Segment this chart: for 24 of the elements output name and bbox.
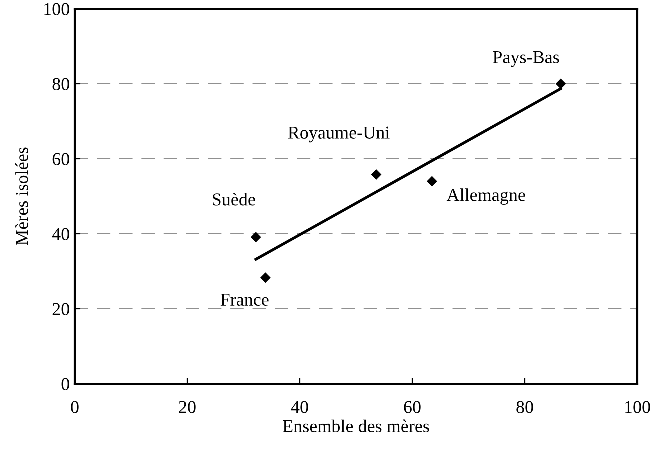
y-tick-label: 100 xyxy=(44,3,70,16)
x-tick-label: 0 xyxy=(71,401,79,414)
y-axis-title: Mères isolées xyxy=(16,148,28,246)
x-axis-title: Ensemble des mères xyxy=(283,420,430,433)
y-tick-label: 20 xyxy=(52,303,70,316)
y-tick-label: 40 xyxy=(52,228,70,240)
annotation: Royaume-Uni xyxy=(288,126,390,143)
point xyxy=(371,170,382,180)
x-tick-label: 80 xyxy=(516,401,534,414)
point xyxy=(426,176,438,187)
annotation: France xyxy=(220,294,269,306)
x-tick-label: 40 xyxy=(291,401,308,414)
x-tick-label: 20 xyxy=(179,401,196,414)
x-tick-label: 60 xyxy=(404,401,421,414)
annotation: Allemagne xyxy=(446,188,526,205)
x-tick-label: 100 xyxy=(626,401,650,414)
y-tick-label: 0 xyxy=(62,378,70,390)
point xyxy=(556,78,566,90)
y-tick-label: 80 xyxy=(52,78,70,90)
annotation: Pays-Bas xyxy=(493,51,560,68)
annotation: Suède xyxy=(213,193,256,206)
point xyxy=(260,272,271,284)
point xyxy=(250,232,262,243)
y-tick-label: 60 xyxy=(52,153,70,166)
